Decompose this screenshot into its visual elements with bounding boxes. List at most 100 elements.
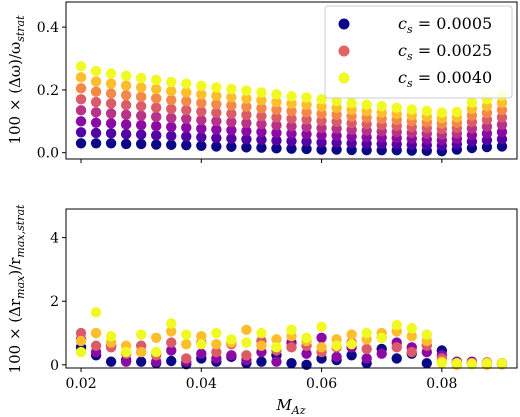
top-point — [181, 122, 192, 133]
bottom-point — [271, 342, 282, 353]
top-point — [120, 70, 132, 81]
bottom-y-tick-label: 4 — [50, 231, 59, 247]
top-point — [105, 118, 117, 129]
bottom-point — [361, 353, 372, 364]
top-point — [151, 111, 162, 123]
bottom-y-tick-label: 2 — [50, 294, 59, 310]
top-point — [151, 93, 162, 104]
top-point — [271, 104, 282, 115]
top-point — [256, 103, 267, 114]
top-y-axis-label: 100 × (Δω)/ωstrat — [6, 15, 27, 145]
top-point — [226, 108, 237, 119]
top-point — [181, 87, 192, 98]
legend-marker — [338, 45, 350, 57]
top-point — [226, 133, 237, 144]
top-point — [241, 142, 252, 153]
bottom-point — [391, 353, 402, 364]
bottom-point — [346, 329, 357, 340]
top-point — [166, 121, 177, 133]
top-point — [436, 107, 448, 118]
bottom-point — [105, 356, 117, 367]
bottom-point — [135, 346, 147, 358]
top-point — [151, 139, 162, 150]
top-point — [120, 128, 132, 140]
top-point — [151, 120, 162, 132]
top-point — [271, 96, 282, 108]
top-point — [316, 137, 327, 148]
bottom-x-tick-label: 0.02 — [65, 376, 96, 392]
bottom-point — [316, 332, 327, 343]
top-point — [316, 144, 327, 155]
top-y-tick-label: 0.4 — [37, 20, 59, 36]
top-point — [75, 61, 87, 72]
bottom-point — [346, 350, 357, 361]
bottom-point — [211, 327, 222, 339]
top-point — [166, 94, 177, 106]
bottom-point — [391, 342, 402, 353]
bottom-point — [271, 334, 282, 345]
bottom-point — [151, 346, 162, 358]
top-point — [226, 100, 237, 111]
top-point — [286, 135, 297, 147]
top-point — [90, 127, 102, 139]
top-y-tick-label: 0.2 — [37, 83, 59, 99]
bottom-point — [166, 337, 177, 348]
bottom-point — [421, 329, 432, 340]
top-point — [211, 99, 222, 110]
top-point — [105, 78, 117, 89]
top-point — [241, 125, 252, 137]
bottom-point — [271, 356, 282, 367]
bottom-point — [391, 319, 402, 331]
bottom-point — [166, 318, 177, 329]
bottom-point — [316, 342, 327, 353]
top-point — [181, 113, 192, 125]
bottom-y-axis-label: 100 × (Δrmax)/rmax,strat — [6, 204, 27, 373]
top-point — [211, 107, 222, 118]
top-point — [256, 110, 267, 122]
top-point — [301, 92, 312, 103]
bottom-point — [181, 338, 192, 350]
top-point — [286, 143, 297, 154]
top-point — [196, 80, 207, 92]
top-point — [90, 76, 102, 87]
bottom-point — [256, 340, 267, 351]
top-point — [241, 117, 252, 129]
top-point — [166, 103, 177, 115]
top-point — [211, 90, 222, 102]
top-point — [496, 104, 508, 116]
top-point — [316, 122, 327, 134]
top-point — [120, 109, 132, 120]
top-point — [301, 106, 312, 118]
top-point — [75, 94, 87, 105]
bottom-point — [241, 337, 252, 348]
bottom-point — [301, 332, 312, 343]
top-point — [256, 134, 267, 146]
bottom-point — [166, 326, 177, 337]
top-point — [301, 143, 312, 155]
top-point — [286, 128, 297, 139]
bottom-point — [406, 346, 417, 358]
bottom-point — [196, 331, 207, 342]
bottom-point — [466, 358, 478, 370]
legend: cs = 0.0005 cs = 0.0025 cs = 0.0040 — [324, 5, 513, 99]
bottom-point — [286, 358, 297, 369]
top-point — [256, 142, 267, 153]
top-point — [271, 119, 282, 131]
top-point — [196, 132, 207, 143]
bottom-point — [75, 346, 87, 358]
bottom-point — [241, 324, 252, 336]
bottom-point — [301, 348, 312, 359]
bottom-x-tick-label: 0.08 — [426, 376, 457, 392]
top-point — [120, 90, 132, 101]
top-point — [421, 105, 432, 117]
top-y-tick-label: 0.0 — [37, 146, 59, 162]
top-point — [75, 127, 87, 138]
top-point — [211, 82, 222, 93]
top-point — [105, 108, 117, 119]
top-point — [75, 105, 87, 116]
bottom-x-tick-label: 0.06 — [306, 376, 337, 392]
top-point — [286, 98, 297, 109]
bottom-point — [346, 338, 357, 350]
bottom-point — [361, 327, 372, 339]
top-point — [151, 130, 162, 141]
